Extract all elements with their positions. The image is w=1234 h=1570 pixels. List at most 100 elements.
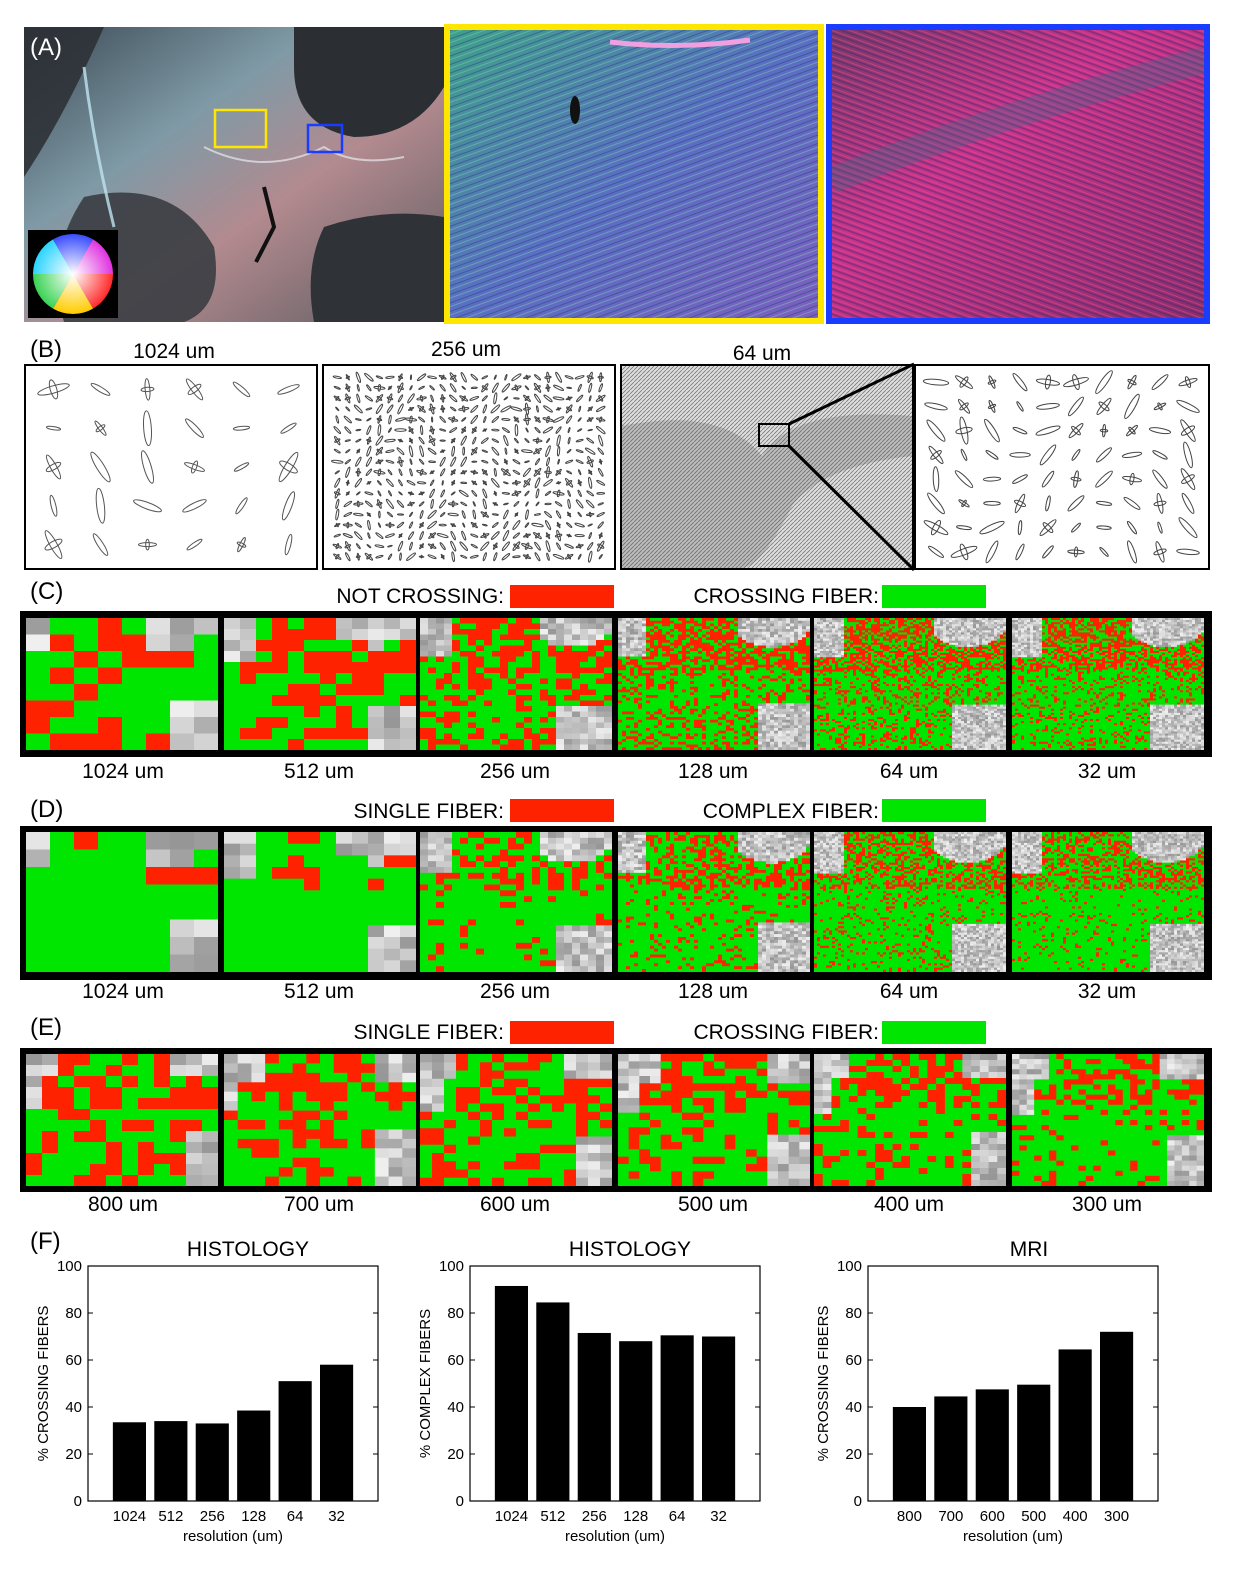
fod-glyph <box>544 520 552 531</box>
fod-glyph <box>546 552 550 561</box>
fod-glyph <box>524 460 530 464</box>
fiber-map-tile <box>1012 618 1204 750</box>
fod-glyph <box>922 378 950 386</box>
fod-glyph <box>503 435 509 447</box>
fod-glyph <box>565 459 574 464</box>
bar <box>934 1396 968 1501</box>
fod-glyph <box>419 523 424 527</box>
fod-glyph <box>469 396 480 401</box>
fod-glyph <box>447 512 459 517</box>
fod-glyph <box>565 396 573 401</box>
fod-glyph <box>491 415 500 423</box>
fod-glyph <box>376 417 383 422</box>
legend-e-green-swatch <box>882 1021 986 1044</box>
fod-glyph <box>354 531 363 541</box>
fod-glyph <box>588 470 593 474</box>
fod-glyph <box>450 523 457 528</box>
fod-glyph <box>356 393 361 404</box>
fod-glyph <box>182 499 207 513</box>
fod-glyph <box>512 541 521 552</box>
fod-glyph <box>429 479 435 487</box>
fod-glyph <box>1152 469 1168 489</box>
fod-glyph <box>280 422 297 434</box>
fod-glyph <box>355 543 361 550</box>
fod-glyph <box>525 509 529 520</box>
fod-glyph <box>470 521 478 529</box>
x-tick-label: 600 <box>980 1508 1005 1525</box>
fod-glyph <box>429 488 435 499</box>
panel-b-fod-64 <box>620 364 914 570</box>
fod-glyph <box>1070 476 1082 482</box>
blue-roi-box <box>306 123 344 154</box>
fod-glyph <box>1156 492 1164 514</box>
fod-glyph <box>534 458 541 466</box>
fod-glyph <box>545 534 551 538</box>
x-tick-label: 1024 <box>495 1508 528 1525</box>
fod-glyph <box>555 468 562 476</box>
fod-glyph <box>387 427 392 433</box>
fod-glyph <box>353 404 363 414</box>
fod-glyph <box>365 468 373 477</box>
fod-glyph <box>409 406 413 412</box>
fod-glyph <box>553 384 565 391</box>
fod-glyph <box>502 530 510 542</box>
fod-glyph <box>575 499 584 509</box>
fod-glyph <box>141 450 154 484</box>
fod-glyph <box>503 509 509 520</box>
bar <box>660 1335 694 1501</box>
y-tick-label: 60 <box>845 1352 862 1369</box>
fod-glyph <box>1012 426 1028 435</box>
fod-glyph <box>544 470 552 474</box>
fod-glyph <box>988 399 996 413</box>
fod-glyph <box>233 462 250 472</box>
y-tick-label: 20 <box>845 1446 862 1463</box>
fod-glyph <box>419 531 424 541</box>
panel-c-res-6: 32 um <box>1012 760 1202 784</box>
fod-glyph <box>440 553 445 560</box>
fod-glyph <box>375 403 384 415</box>
fod-glyph <box>596 479 606 486</box>
fod-glyph <box>407 531 415 540</box>
fod-glyph <box>514 423 519 437</box>
fod-glyph <box>503 469 509 476</box>
fod-glyph <box>450 469 456 476</box>
fod-glyph <box>923 520 949 536</box>
fod-glyph <box>481 523 488 527</box>
fod-glyph <box>555 510 562 519</box>
fod-glyph <box>535 448 540 455</box>
fod-glyph <box>1153 402 1167 411</box>
fod-glyph <box>598 460 603 463</box>
fod-glyph <box>983 501 1001 506</box>
fod-glyph <box>567 436 571 445</box>
panel-label-c: (C) <box>30 578 63 606</box>
fod-glyph <box>556 521 561 529</box>
fod-glyph <box>928 445 944 464</box>
fod-glyph <box>394 417 407 422</box>
fod-glyph <box>356 500 360 508</box>
fod-glyph <box>427 520 438 530</box>
fod-glyph <box>450 456 457 467</box>
fod-glyph <box>1095 370 1113 395</box>
fod-glyph <box>407 393 415 404</box>
fod-glyph <box>430 425 435 435</box>
fod-glyph <box>472 480 477 485</box>
x-tick-label: 300 <box>1104 1508 1129 1525</box>
fod-glyph <box>557 406 560 411</box>
fod-glyph <box>387 544 393 548</box>
fod-glyph <box>409 415 413 424</box>
fod-glyph <box>471 460 478 463</box>
x-tick-label: 32 <box>710 1508 727 1525</box>
legend-e-green-label: CROSSING FIBER: <box>693 1021 879 1045</box>
fod-glyph <box>493 501 497 506</box>
fod-glyph <box>597 521 604 529</box>
fod-glyph <box>1073 470 1079 488</box>
fod-glyph <box>470 414 479 425</box>
x-axis-label: resolution (um) <box>963 1528 1063 1545</box>
fod-glyph <box>355 491 361 496</box>
fod-glyph <box>449 383 457 393</box>
fod-glyph <box>482 511 487 518</box>
x-tick-label: 256 <box>582 1508 607 1525</box>
fod-glyph <box>535 532 540 539</box>
fod-glyph <box>482 481 487 485</box>
fod-glyph <box>959 376 969 388</box>
